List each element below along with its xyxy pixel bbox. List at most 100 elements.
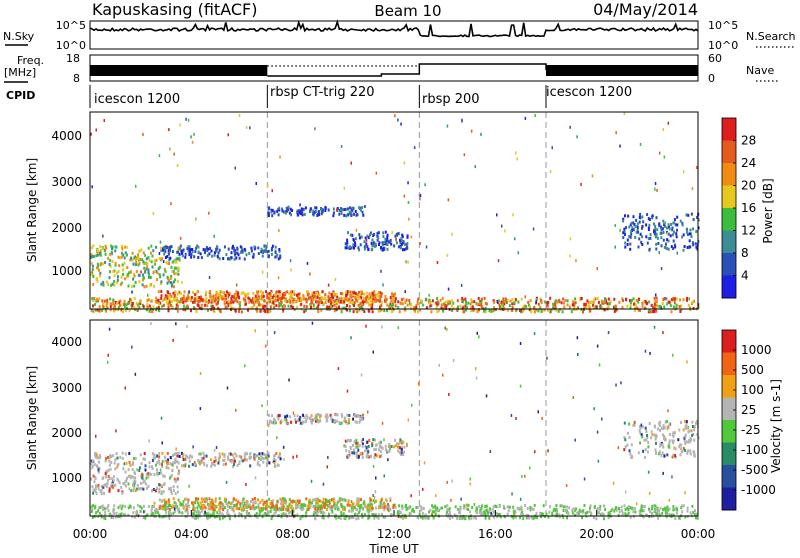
- range-cell: [506, 505, 509, 509]
- range-cell: [165, 295, 168, 299]
- range-cell: [332, 214, 335, 218]
- velocity-colorbar-label: Velocity [m s-1]: [769, 379, 783, 473]
- range-cell: [96, 466, 99, 470]
- range-cell: [372, 513, 374, 517]
- range-cell: [695, 229, 698, 233]
- range-cell: [370, 248, 373, 252]
- time-tick: 08:00: [275, 527, 310, 541]
- range-cell: [468, 515, 470, 519]
- range-cell: [295, 504, 297, 507]
- range-cell: [268, 497, 271, 501]
- range-cell: [187, 498, 190, 502]
- range-cell: [319, 301, 322, 304]
- range-cell: [143, 261, 146, 265]
- range-cell: [164, 508, 167, 511]
- range-cell: [431, 513, 433, 517]
- range-cell: [104, 517, 107, 520]
- range-cell: [265, 290, 267, 294]
- range-cell: [614, 245, 616, 249]
- range-cell: [214, 293, 217, 297]
- cpid-segment-label: rbsp 200: [422, 92, 480, 107]
- range-cell: [280, 301, 283, 304]
- range-cell: [267, 504, 270, 508]
- range-cell: [505, 299, 507, 303]
- range-cell: [584, 511, 587, 515]
- range-cell: [371, 303, 374, 307]
- range-cell: [420, 515, 423, 519]
- range-cell: [169, 486, 172, 490]
- range-cell: [158, 498, 161, 502]
- range-cell: [358, 420, 361, 424]
- range-cell: [256, 305, 259, 309]
- range-cell: [290, 213, 293, 217]
- range-cell: [402, 297, 405, 301]
- range-cell: [97, 483, 100, 487]
- range-cell: [397, 232, 400, 236]
- range-cell: [670, 222, 673, 226]
- range-cell: [626, 238, 629, 242]
- range-cell: [239, 245, 242, 249]
- range-cell: [150, 260, 153, 264]
- range-cell: [351, 444, 354, 448]
- range-cell: [176, 460, 179, 463]
- velocity-ytick: 1000: [51, 471, 82, 485]
- range-cell: [352, 291, 354, 294]
- range-cell: [227, 299, 230, 303]
- range-cell: [681, 504, 684, 508]
- range-cell: [400, 298, 403, 302]
- range-cell: [639, 425, 641, 429]
- range-cell: [268, 419, 271, 423]
- range-cell: [318, 293, 321, 297]
- range-cell: [656, 427, 659, 431]
- velocity-ylabel: Slant Range [km]: [25, 366, 39, 470]
- range-cell: [405, 442, 408, 446]
- range-cell: [416, 505, 419, 509]
- range-cell: [296, 293, 298, 297]
- range-cell: [405, 503, 407, 507]
- range-cell: [152, 456, 155, 460]
- range-cell: [269, 305, 272, 309]
- range-cell: [277, 276, 280, 280]
- range-cell: [354, 414, 356, 417]
- range-cell: [654, 182, 657, 185]
- range-cell: [267, 249, 270, 253]
- range-cell: [617, 513, 620, 517]
- range-cell: [463, 504, 466, 508]
- range-cell: [123, 300, 126, 303]
- freq-block: [90, 65, 268, 76]
- range-cell: [361, 210, 364, 214]
- range-cell: [368, 503, 371, 507]
- range-cell: [386, 449, 389, 453]
- range-cell: [222, 463, 225, 467]
- range-cell: [540, 301, 543, 305]
- range-cell: [379, 294, 381, 298]
- range-cell: [292, 411, 295, 415]
- range-cell: [397, 512, 400, 516]
- range-cell: [302, 507, 305, 511]
- range-cell: [484, 301, 487, 305]
- range-cell: [261, 404, 263, 408]
- range-cell: [654, 235, 657, 239]
- range-cell: [192, 306, 195, 310]
- range-cell: [660, 441, 663, 445]
- range-cell: [90, 272, 93, 276]
- range-cell: [108, 276, 111, 280]
- range-cell: [377, 294, 380, 298]
- range-cell: [258, 512, 261, 516]
- range-cell: [243, 293, 246, 296]
- range-cell: [365, 298, 368, 301]
- range-cell: [110, 481, 113, 485]
- range-cell: [132, 483, 134, 487]
- range-cell: [219, 505, 222, 509]
- range-cell: [159, 275, 162, 279]
- range-cell: [209, 295, 212, 299]
- range-cell: [637, 297, 640, 301]
- range-cell: [271, 208, 274, 212]
- range-cell: [236, 247, 239, 251]
- range-cell: [161, 460, 164, 463]
- range-cell: [92, 474, 95, 478]
- range-cell: [157, 459, 160, 463]
- range-cell: [139, 505, 142, 509]
- range-cell: [332, 296, 335, 300]
- range-cell: [289, 415, 292, 419]
